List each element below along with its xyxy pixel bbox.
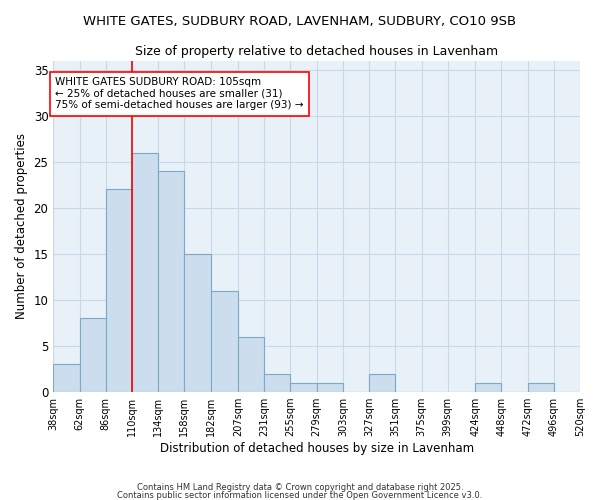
Bar <box>290 383 317 392</box>
Title: Size of property relative to detached houses in Lavenham: Size of property relative to detached ho… <box>135 45 498 58</box>
Bar <box>211 291 238 392</box>
Text: WHITE GATES SUDBURY ROAD: 105sqm
← 25% of detached houses are smaller (31)
75% o: WHITE GATES SUDBURY ROAD: 105sqm ← 25% o… <box>55 77 304 110</box>
Text: Contains HM Land Registry data © Crown copyright and database right 2025.: Contains HM Land Registry data © Crown c… <box>137 483 463 492</box>
Bar <box>527 383 554 392</box>
Bar <box>369 374 395 392</box>
Bar <box>184 254 211 392</box>
X-axis label: Distribution of detached houses by size in Lavenham: Distribution of detached houses by size … <box>160 442 474 455</box>
Bar <box>132 152 158 392</box>
Text: Contains public sector information licensed under the Open Government Licence v3: Contains public sector information licen… <box>118 490 482 500</box>
Bar <box>158 171 184 392</box>
Bar <box>106 190 132 392</box>
Bar <box>475 383 502 392</box>
Bar <box>80 318 106 392</box>
Text: WHITE GATES, SUDBURY ROAD, LAVENHAM, SUDBURY, CO10 9SB: WHITE GATES, SUDBURY ROAD, LAVENHAM, SUD… <box>83 15 517 28</box>
Bar <box>264 374 290 392</box>
Y-axis label: Number of detached properties: Number of detached properties <box>15 134 28 320</box>
Bar <box>238 337 264 392</box>
Bar <box>317 383 343 392</box>
Bar <box>53 364 80 392</box>
